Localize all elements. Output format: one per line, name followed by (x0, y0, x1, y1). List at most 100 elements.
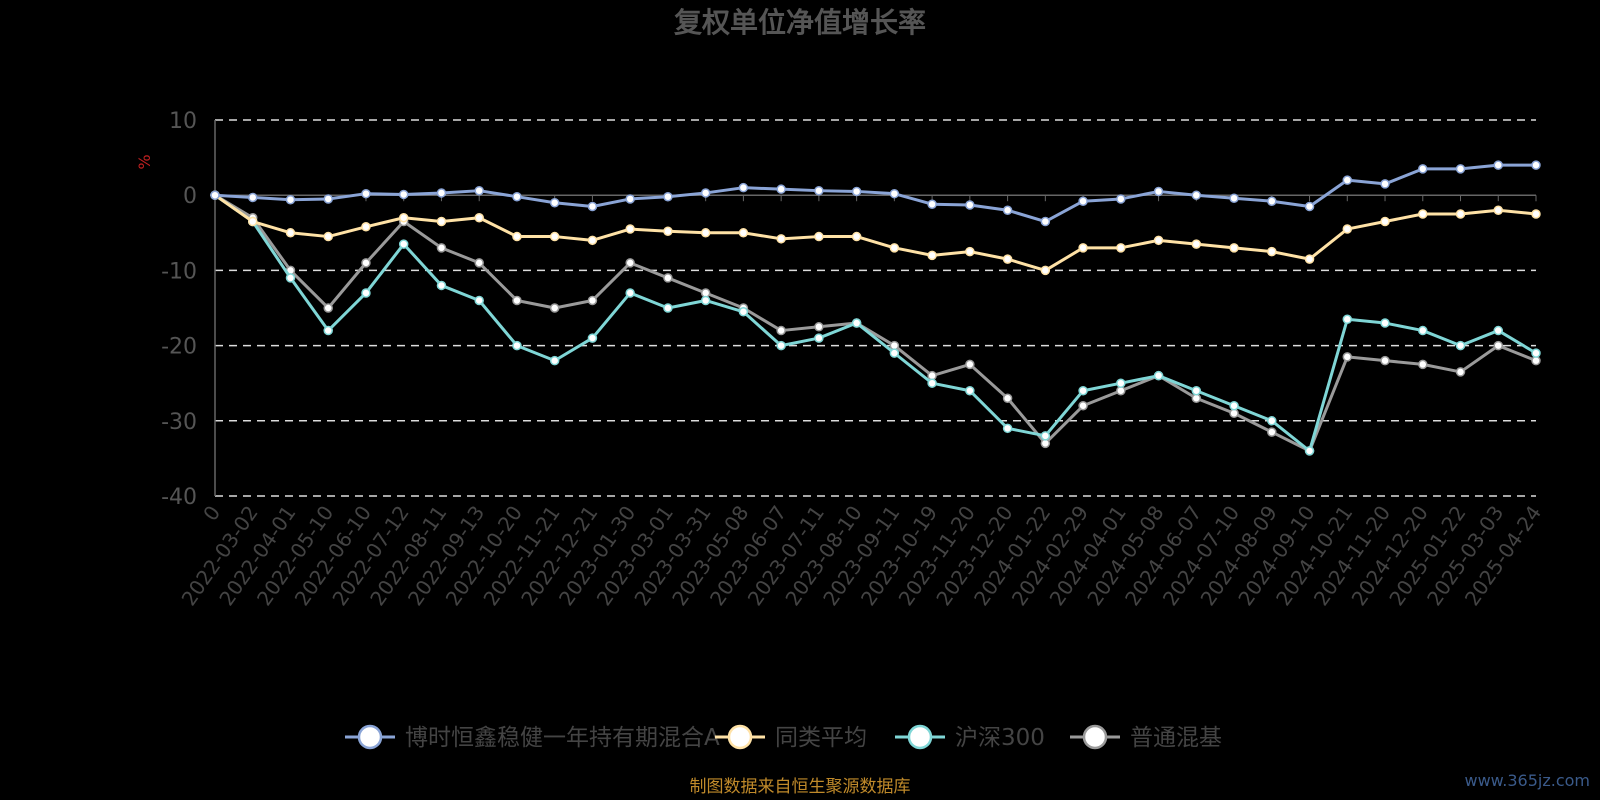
data-point (1229, 193, 1239, 203)
data-point (512, 340, 522, 351)
data-point (1116, 194, 1126, 204)
data-point (285, 194, 296, 205)
data-point (587, 295, 598, 306)
legend-label: 普通混基 (1130, 725, 1222, 751)
data-point (1078, 385, 1088, 396)
data-point (1493, 340, 1504, 351)
legend-marker (907, 724, 933, 750)
data-point (474, 185, 484, 196)
data-point (1531, 209, 1541, 219)
data-point (1153, 235, 1164, 246)
y-tick-label: -40 (161, 485, 197, 510)
data-point (512, 295, 522, 306)
data-point (436, 216, 447, 227)
data-point (927, 199, 937, 209)
data-point (361, 258, 371, 268)
legend-item[interactable]: 同类平均 (715, 724, 867, 751)
data-point (1342, 314, 1353, 325)
data-point (1191, 385, 1202, 396)
legend-marker (1082, 724, 1108, 750)
data-point (1191, 239, 1202, 249)
legend-item[interactable]: 博时恒鑫稳健一年持有期混合A (345, 724, 720, 751)
data-point (436, 188, 447, 198)
legend-label: 沪深300 (955, 725, 1045, 751)
data-point (361, 188, 371, 199)
data-point (398, 239, 409, 249)
data-point (965, 200, 975, 210)
data-point (1493, 325, 1504, 336)
data-point (398, 213, 409, 223)
series-line (214, 193, 1537, 453)
data-point (285, 273, 296, 283)
source-note: 制图数据来自恒生聚源数据库 (690, 777, 911, 797)
data-point (474, 295, 484, 306)
data-point (1002, 205, 1013, 215)
y-tick-labels: 10 0 -10 -20 -30 -40 (161, 109, 197, 510)
legend-item[interactable]: 沪深300 (895, 724, 1045, 751)
data-point (814, 322, 824, 332)
x-tick-labels: 02022-03-022022-04-012022-05-102022-06-1… (177, 501, 1547, 610)
data-point (1304, 254, 1315, 264)
data-point (1380, 216, 1390, 227)
data-point (1531, 348, 1541, 358)
data-point (927, 378, 937, 388)
data-point (361, 288, 371, 298)
data-point (1418, 359, 1428, 370)
data-point (549, 303, 560, 313)
data-point (1153, 186, 1164, 197)
data-point (587, 201, 598, 212)
x-tick-label: 0 (198, 501, 225, 525)
data-point (1267, 416, 1277, 426)
y-tick-label: -30 (161, 410, 197, 435)
data-point (1002, 393, 1013, 403)
data-point (927, 250, 937, 261)
data-point (587, 235, 598, 246)
data-point (776, 340, 786, 351)
data-point (323, 231, 333, 242)
data-point (1455, 340, 1466, 351)
data-point (549, 231, 560, 242)
series-line (214, 193, 1537, 272)
data-point (398, 189, 409, 200)
series-lines (210, 160, 1541, 456)
data-point (587, 333, 598, 343)
data-point (851, 318, 862, 328)
data-point (1078, 196, 1088, 206)
data-point (663, 303, 673, 313)
y-tick-label: 10 (169, 109, 197, 134)
data-point (1342, 224, 1353, 234)
data-point (625, 288, 635, 298)
data-point (663, 226, 673, 237)
data-point (1304, 446, 1315, 456)
data-point (663, 191, 673, 202)
data-point (965, 385, 975, 396)
data-point (1116, 378, 1126, 388)
legend-label: 同类平均 (775, 725, 867, 751)
data-point (1455, 164, 1466, 174)
data-point (210, 190, 220, 200)
data-point (700, 188, 711, 198)
data-point (776, 184, 786, 194)
data-point (436, 280, 447, 291)
data-point (247, 192, 258, 203)
legend-marker (357, 724, 383, 750)
data-point (1418, 209, 1428, 219)
data-point (1153, 370, 1164, 381)
data-point (1229, 401, 1239, 411)
data-point (436, 243, 447, 253)
data-point (1002, 423, 1013, 434)
data-point (323, 194, 333, 204)
data-point (1040, 265, 1051, 276)
chart-title: 复权单位净值增长率 (674, 6, 926, 39)
data-point (776, 325, 786, 336)
data-point (1380, 318, 1390, 328)
data-point (1267, 427, 1277, 437)
legend[interactable]: 博时恒鑫稳健一年持有期混合A 同类平均 沪深300 普通混基 (345, 724, 1222, 751)
data-point (512, 191, 522, 202)
data-point (361, 222, 371, 232)
data-point (965, 246, 975, 257)
data-point (625, 258, 635, 268)
data-point (323, 303, 333, 313)
legend-item[interactable]: 普通混基 (1070, 724, 1222, 751)
data-point (285, 228, 296, 238)
